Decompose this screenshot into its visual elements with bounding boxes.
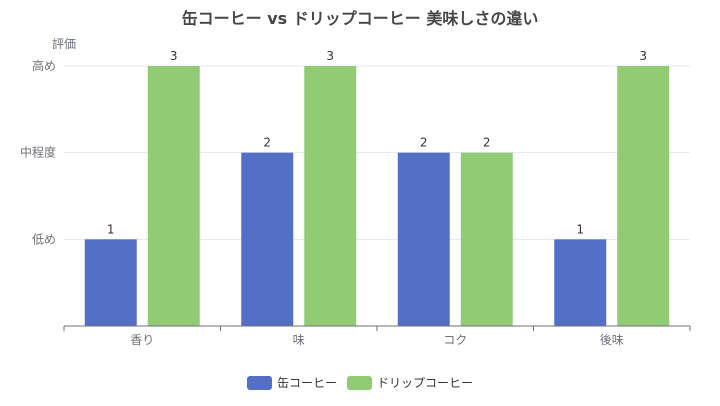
legend-item[interactable]: ドリップコーヒー — [347, 376, 473, 390]
bar-value-label: 2 — [420, 136, 428, 150]
bar[interactable] — [554, 239, 607, 326]
bar[interactable] — [84, 239, 137, 326]
bar-value-label: 1 — [107, 222, 115, 236]
legend[interactable]: 缶コーヒー ドリップコーヒー — [247, 376, 473, 390]
bar[interactable] — [241, 152, 294, 326]
bar-value-label: 2 — [263, 136, 271, 150]
bar-value-label: 1 — [576, 222, 584, 236]
bar[interactable] — [304, 66, 357, 326]
bar[interactable] — [617, 66, 670, 326]
x-tick-label: 後味 — [600, 333, 624, 347]
x-tick-label: コク — [443, 333, 467, 347]
chart-title: 缶コーヒー vs ドリップコーヒー 美味しさの違い — [182, 9, 539, 28]
legend-label: ドリップコーヒー — [377, 376, 473, 390]
bar-value-label: 2 — [483, 136, 491, 150]
y-axis-label: 評価 — [52, 36, 76, 51]
bars: 1 3 2 3 2 2 1 3 — [84, 49, 670, 326]
bar[interactable] — [460, 152, 513, 326]
legend-swatch — [247, 376, 272, 390]
legend-swatch — [347, 376, 372, 390]
bar[interactable] — [397, 152, 450, 326]
x-tick-label: 香り — [130, 333, 154, 347]
y-tick-label: 高め — [32, 58, 56, 73]
y-tick-label: 中程度 — [20, 145, 56, 160]
bar[interactable] — [147, 66, 200, 326]
x-tick-label: 味 — [293, 333, 305, 347]
legend-label: 缶コーヒー — [277, 376, 337, 390]
bar-value-label: 3 — [170, 49, 178, 63]
bar-value-label: 3 — [639, 49, 647, 63]
legend-item[interactable]: 缶コーヒー — [247, 376, 337, 390]
y-tick-label: 低め — [32, 232, 56, 246]
bar-value-label: 3 — [326, 49, 334, 63]
